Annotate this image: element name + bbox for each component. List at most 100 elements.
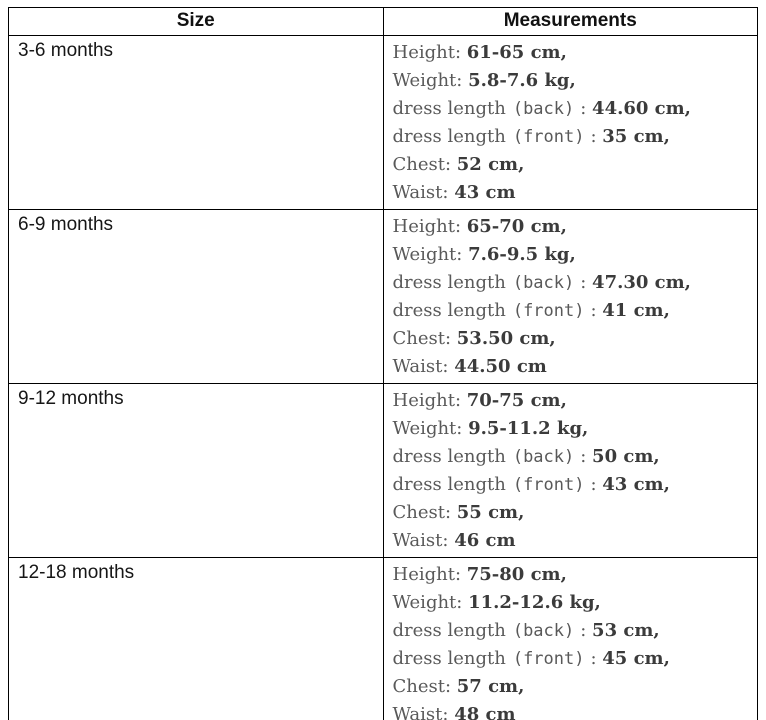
measurement-value: 75-80 cm,	[466, 564, 567, 585]
measurement-line: Waist: 44.50 cm	[393, 353, 752, 381]
measurement-value: 61-65 cm,	[466, 42, 567, 63]
measurement-label: Weight:	[392, 418, 469, 439]
measurement-paren-text: (back)	[512, 447, 575, 467]
measurement-label: Waist:	[392, 530, 455, 551]
measurement-line: Chest: 57 cm,	[393, 673, 752, 701]
measurement-value: 5.8-7.6 kg,	[468, 70, 576, 91]
measurement-line: dress length (back): 53 cm,	[393, 617, 752, 645]
measurement-label: :	[580, 620, 593, 641]
measurement-value: 53.50 cm,	[456, 328, 556, 349]
measurement-label: dress length	[392, 446, 506, 467]
measurement-value: 44.50 cm	[454, 356, 547, 377]
header-row: Size Measurements	[8, 7, 758, 36]
measurement-label: :	[590, 474, 603, 495]
measurement-label: Chest:	[392, 676, 457, 697]
measurement-value: 44.60 cm,	[592, 98, 691, 119]
measurements-cell: Height: 75-80 cm, Weight: 11.2-12.6 kg, dr…	[382, 557, 758, 720]
measurement-line: Height: 75-80 cm,	[393, 561, 752, 589]
measurement-label: :	[580, 98, 593, 119]
measurement-label: Chest:	[392, 154, 457, 175]
measurement-paren-text: (back)	[512, 99, 575, 119]
measurement-value: 53 cm,	[592, 620, 660, 641]
measurement-label: Waist:	[392, 356, 455, 377]
measurement-value: 45 cm,	[602, 648, 670, 669]
measurement-label: Waist:	[392, 182, 455, 203]
measurement-label: :	[590, 648, 603, 669]
table-row: 12-18 months Height: 75-80 cm, Weight: 11.…	[8, 557, 758, 720]
size-cell: 6-9 months	[8, 209, 384, 384]
measurement-label: :	[580, 446, 593, 467]
measurement-line: Waist: 46 cm	[393, 527, 752, 555]
measurement-line: Weight: 5.8-7.6 kg,	[393, 67, 752, 95]
measurement-label: Height:	[392, 390, 467, 411]
measurement-value: 57 cm,	[456, 676, 525, 697]
measurement-line: Waist: 43 cm	[393, 179, 752, 207]
measurement-label: dress length	[392, 648, 506, 669]
table-body: 3-6 months Height: 61-65 cm, Weight: 5.8-7…	[8, 35, 758, 720]
measurement-line: Chest: 53.50 cm,	[393, 325, 752, 353]
measurement-label: Height:	[392, 216, 467, 237]
column-header-size: Size	[8, 7, 384, 36]
measurement-label: :	[580, 272, 593, 293]
measurement-value: 41 cm,	[602, 300, 670, 321]
measurement-line: dress length (back): 50 cm,	[393, 443, 752, 471]
measurement-line: dress length (front): 45 cm,	[393, 645, 752, 673]
measurement-line: Weight: 9.5-11.2 kg,	[393, 415, 752, 443]
measurement-label: Chest:	[392, 502, 457, 523]
measurement-value: 48 cm	[454, 704, 516, 720]
measurement-label: :	[590, 300, 603, 321]
measurement-value: 35 cm,	[602, 126, 670, 147]
measurement-value: 47.30 cm,	[592, 272, 691, 293]
measurement-line: Height: 61-65 cm,	[393, 39, 752, 67]
measurement-label: Waist:	[392, 704, 455, 720]
measurement-line: Height: 70-75 cm,	[393, 387, 752, 415]
measurement-paren-text: (back)	[512, 273, 575, 293]
measurement-paren-text: (front)	[512, 127, 585, 147]
measurement-value: 7.6-9.5 kg,	[468, 244, 576, 265]
measurement-label: Height:	[392, 564, 467, 585]
measurement-paren-text: (front)	[512, 301, 585, 321]
size-cell: 3-6 months	[8, 35, 384, 210]
measurement-line: dress length (back): 44.60 cm,	[393, 95, 752, 123]
measurement-value: 46 cm	[454, 530, 516, 551]
table-row: 3-6 months Height: 61-65 cm, Weight: 5.8-7…	[8, 35, 758, 210]
measurement-label: dress length	[392, 272, 506, 293]
measurement-label: dress length	[392, 620, 506, 641]
measurement-value: 43 cm	[454, 182, 516, 203]
measurement-label: Weight:	[392, 592, 469, 613]
measurement-line: dress length (front): 41 cm,	[393, 297, 752, 325]
measurement-value: 9.5-11.2 kg,	[468, 418, 589, 439]
measurement-value: 50 cm,	[592, 446, 660, 467]
measurement-paren-text: (front)	[512, 475, 585, 495]
measurement-paren-text: (front)	[512, 649, 585, 669]
measurement-line: Weight: 11.2-12.6 kg,	[393, 589, 752, 617]
measurement-value: 11.2-12.6 kg,	[468, 592, 601, 613]
measurement-label: dress length	[392, 474, 506, 495]
measurement-paren-text: (back)	[512, 621, 575, 641]
measurement-label: :	[590, 126, 603, 147]
measurements-cell: Height: 61-65 cm, Weight: 5.8-7.6 kg, dres…	[382, 35, 758, 210]
measurement-line: Chest: 52 cm,	[393, 151, 752, 179]
measurement-label: Weight:	[392, 244, 469, 265]
measurement-value: 70-75 cm,	[466, 390, 567, 411]
size-cell: 12-18 months	[8, 557, 384, 720]
measurement-label: dress length	[392, 98, 506, 119]
measurement-line: dress length (front): 35 cm,	[393, 123, 752, 151]
measurement-label: dress length	[392, 300, 506, 321]
measurements-cell: Height: 70-75 cm, Weight: 9.5-11.2 kg, dre…	[382, 383, 758, 558]
measurement-label: Weight:	[392, 70, 469, 91]
measurement-value: 52 cm,	[456, 154, 525, 175]
table-row: 9-12 months Height: 70-75 cm, Weight: 9.5-…	[8, 383, 758, 558]
table-row: 6-9 months Height: 65-70 cm, Weight: 7.6-9…	[8, 209, 758, 384]
measurement-label: Chest:	[392, 328, 457, 349]
table-header: Size Measurements	[8, 7, 758, 36]
measurement-line: Chest: 55 cm,	[393, 499, 752, 527]
measurement-label: dress length	[392, 126, 506, 147]
measurement-label: Height:	[392, 42, 467, 63]
size-cell: 9-12 months	[8, 383, 384, 558]
measurement-line: Weight: 7.6-9.5 kg,	[393, 241, 752, 269]
measurement-line: dress length (front): 43 cm,	[393, 471, 752, 499]
column-header-measurements: Measurements	[382, 7, 758, 36]
measurement-value: 65-70 cm,	[466, 216, 567, 237]
measurements-cell: Height: 65-70 cm, Weight: 7.6-9.5 kg, dres…	[382, 209, 758, 384]
